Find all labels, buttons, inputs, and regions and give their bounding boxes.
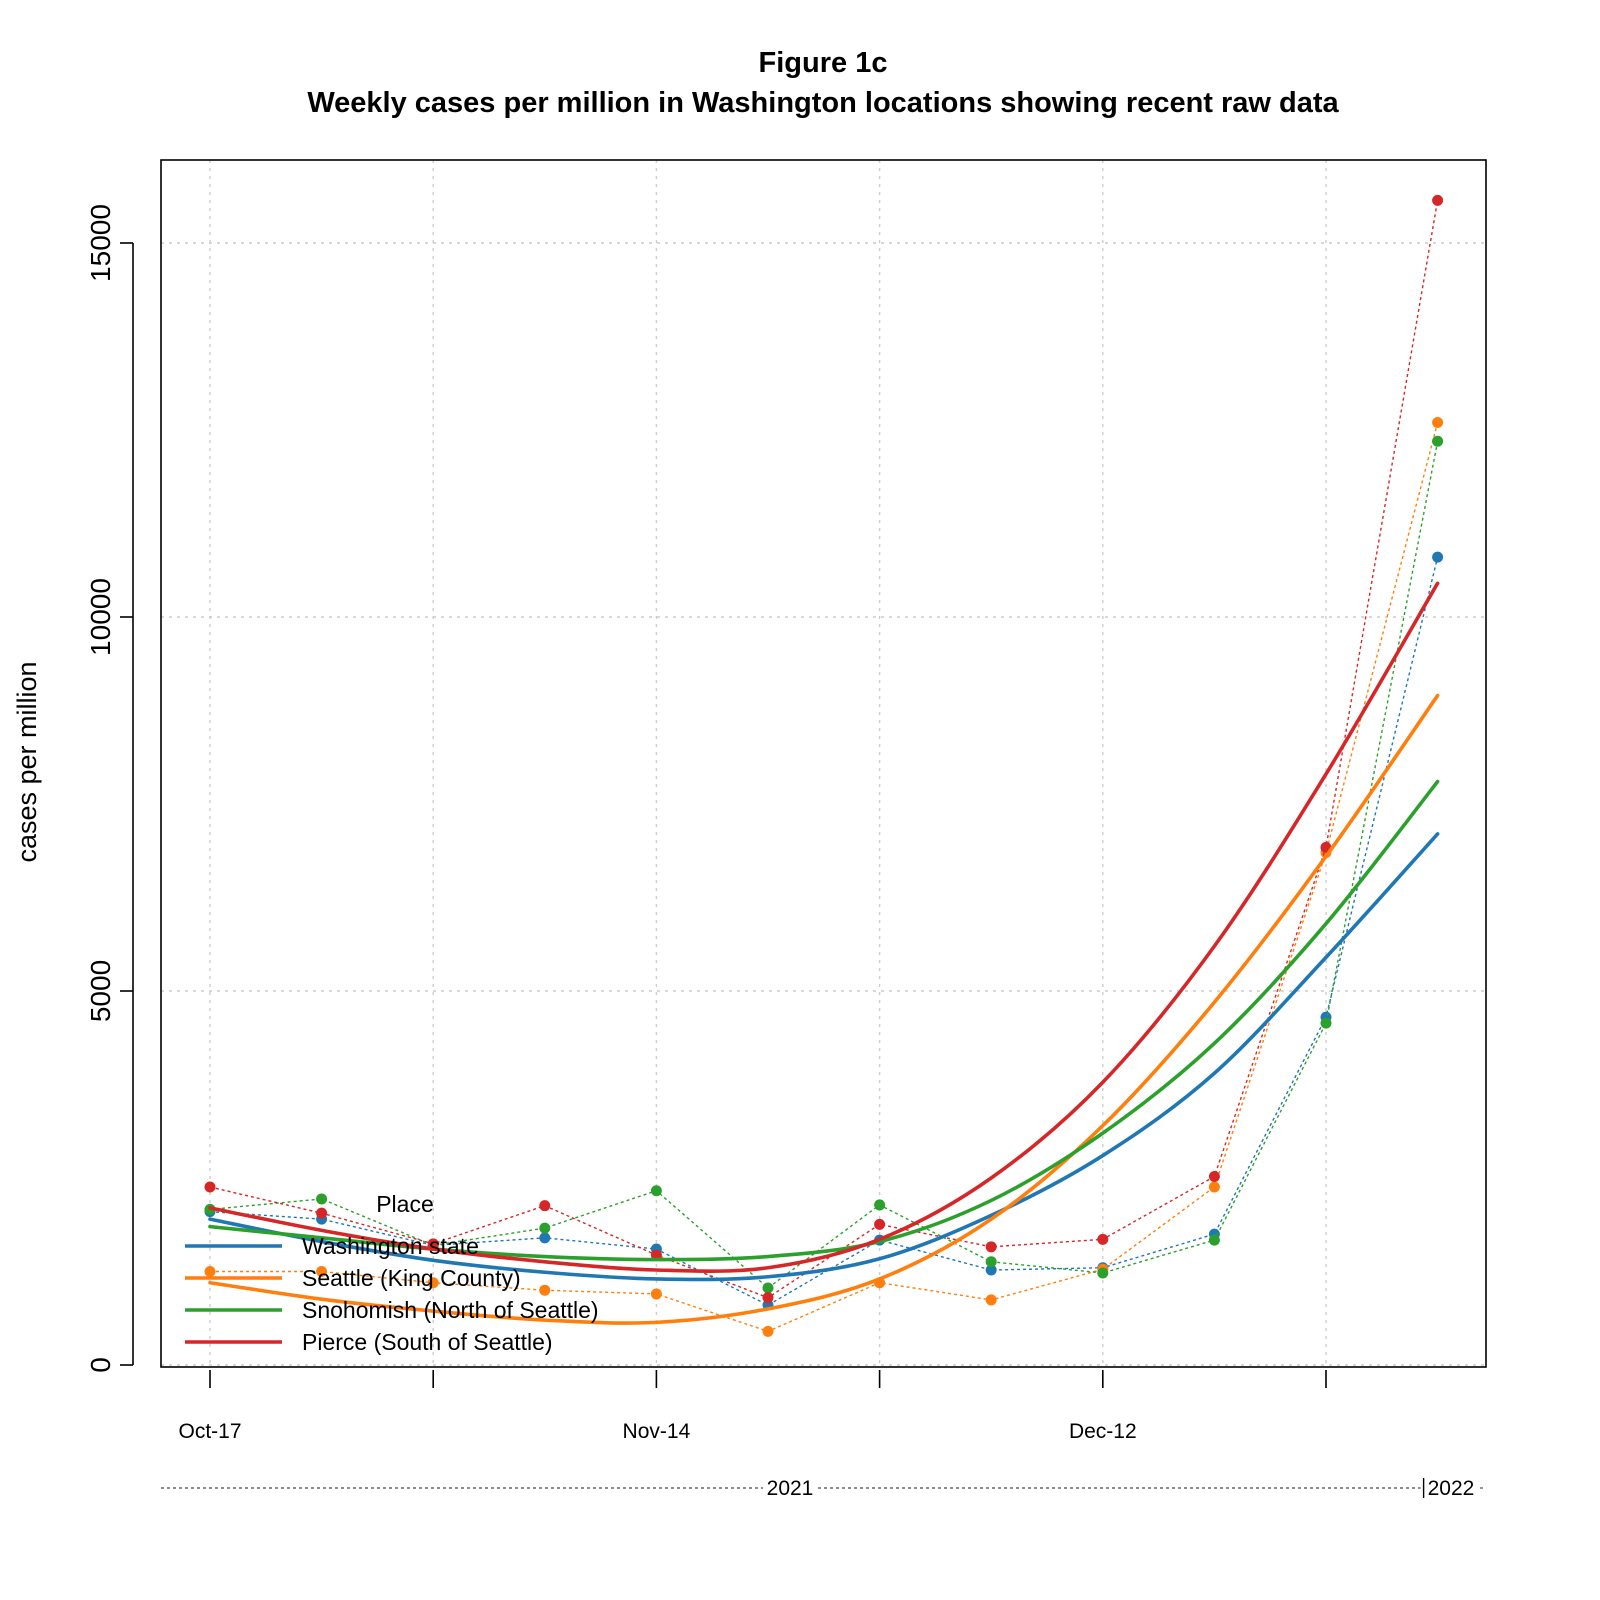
raw-point-1-9 (1208, 1181, 1220, 1193)
legend-title: Place (376, 1191, 434, 1217)
raw-point-3-2 (427, 1238, 439, 1250)
raw-point-3-5 (762, 1292, 774, 1304)
raw-point-3-6 (874, 1218, 886, 1230)
raw-point-0-3 (539, 1232, 551, 1244)
year-label-2021: 2021 (767, 1477, 814, 1500)
smooth-curve-3 (208, 581, 1440, 1273)
raw-line-1 (210, 422, 1439, 1333)
raw-point-3-3 (539, 1200, 551, 1212)
raw-point-2-1 (316, 1193, 328, 1205)
axes: 0 5000 10000 15000 Oct-17 Nov-14 Dec-12 2021 202… (85, 204, 1486, 1500)
raw-line-3 (209, 200, 1439, 1299)
raw-line-2 (209, 441, 1439, 1289)
raw-point-2-5 (762, 1282, 774, 1294)
raw-point-1-4 (650, 1288, 662, 1300)
raw-point-2-3 (539, 1222, 551, 1234)
raw-point-3-0 (204, 1181, 216, 1193)
legend-label-3: Pierce (South of Seattle) (302, 1329, 553, 1355)
raw-point-2-7 (985, 1256, 997, 1268)
legend: Place Washington state Seattle (King Coun… (185, 1191, 599, 1355)
chart-title: Figure 1c (759, 47, 888, 79)
y-tick-label-0: 0 (85, 1357, 116, 1373)
plot-frame (160, 159, 1487, 1368)
raw-line-0 (209, 556, 1439, 1306)
y-tick-label-2: 10000 (85, 578, 116, 656)
year-label-2022: 2022 (1428, 1477, 1475, 1500)
x-tick-label-2: Dec-12 (1069, 1420, 1137, 1443)
smooth-curve-2 (208, 779, 1440, 1262)
raw-point-1-3 (539, 1284, 551, 1296)
raw-point-0-11 (1432, 551, 1444, 563)
raw-point-1-5 (762, 1325, 774, 1337)
raw-point-3-1 (316, 1207, 328, 1219)
raw-point-1-0 (204, 1266, 216, 1277)
raw-point-1-11 (1432, 417, 1444, 429)
raw-point-3-8 (1097, 1233, 1109, 1245)
raw-point-2-4 (650, 1185, 662, 1197)
x-tick-label-1: Nov-14 (623, 1420, 691, 1443)
smooth-series-layer (208, 581, 1440, 1325)
raw-point-2-11 (1432, 435, 1444, 447)
legend-label-1: Seattle (King County) (302, 1265, 521, 1291)
y-tick-label-3: 15000 (85, 204, 116, 282)
raw-point-2-6 (874, 1199, 886, 1211)
raw-point-1-1 (316, 1266, 328, 1277)
legend-label-0: Washington state (302, 1233, 479, 1259)
raw-point-2-9 (1208, 1234, 1220, 1246)
raw-point-3-11 (1432, 194, 1444, 206)
raw-point-2-8 (1097, 1267, 1109, 1279)
x-tick-label-0: Oct-17 (178, 1420, 241, 1443)
raw-point-1-7 (985, 1294, 997, 1306)
smooth-curve-1 (208, 693, 1440, 1325)
chart-subtitle: Weekly cases per million in Washington l… (307, 87, 1339, 119)
raw-point-3-9 (1208, 1171, 1220, 1183)
smooth-curve-0 (208, 832, 1440, 1282)
raw-series-layer (204, 194, 1444, 1337)
gridlines (161, 160, 1486, 1367)
legend-label-2: Snohomish (North of Seattle) (302, 1297, 599, 1323)
y-axis-label: cases per million (12, 661, 42, 862)
raw-point-3-7 (985, 1241, 997, 1253)
y-tick-label-1: 5000 (85, 960, 116, 1022)
raw-point-0-7 (985, 1264, 997, 1276)
raw-point-1-2 (427, 1277, 439, 1289)
raw-point-2-10 (1320, 1017, 1332, 1029)
